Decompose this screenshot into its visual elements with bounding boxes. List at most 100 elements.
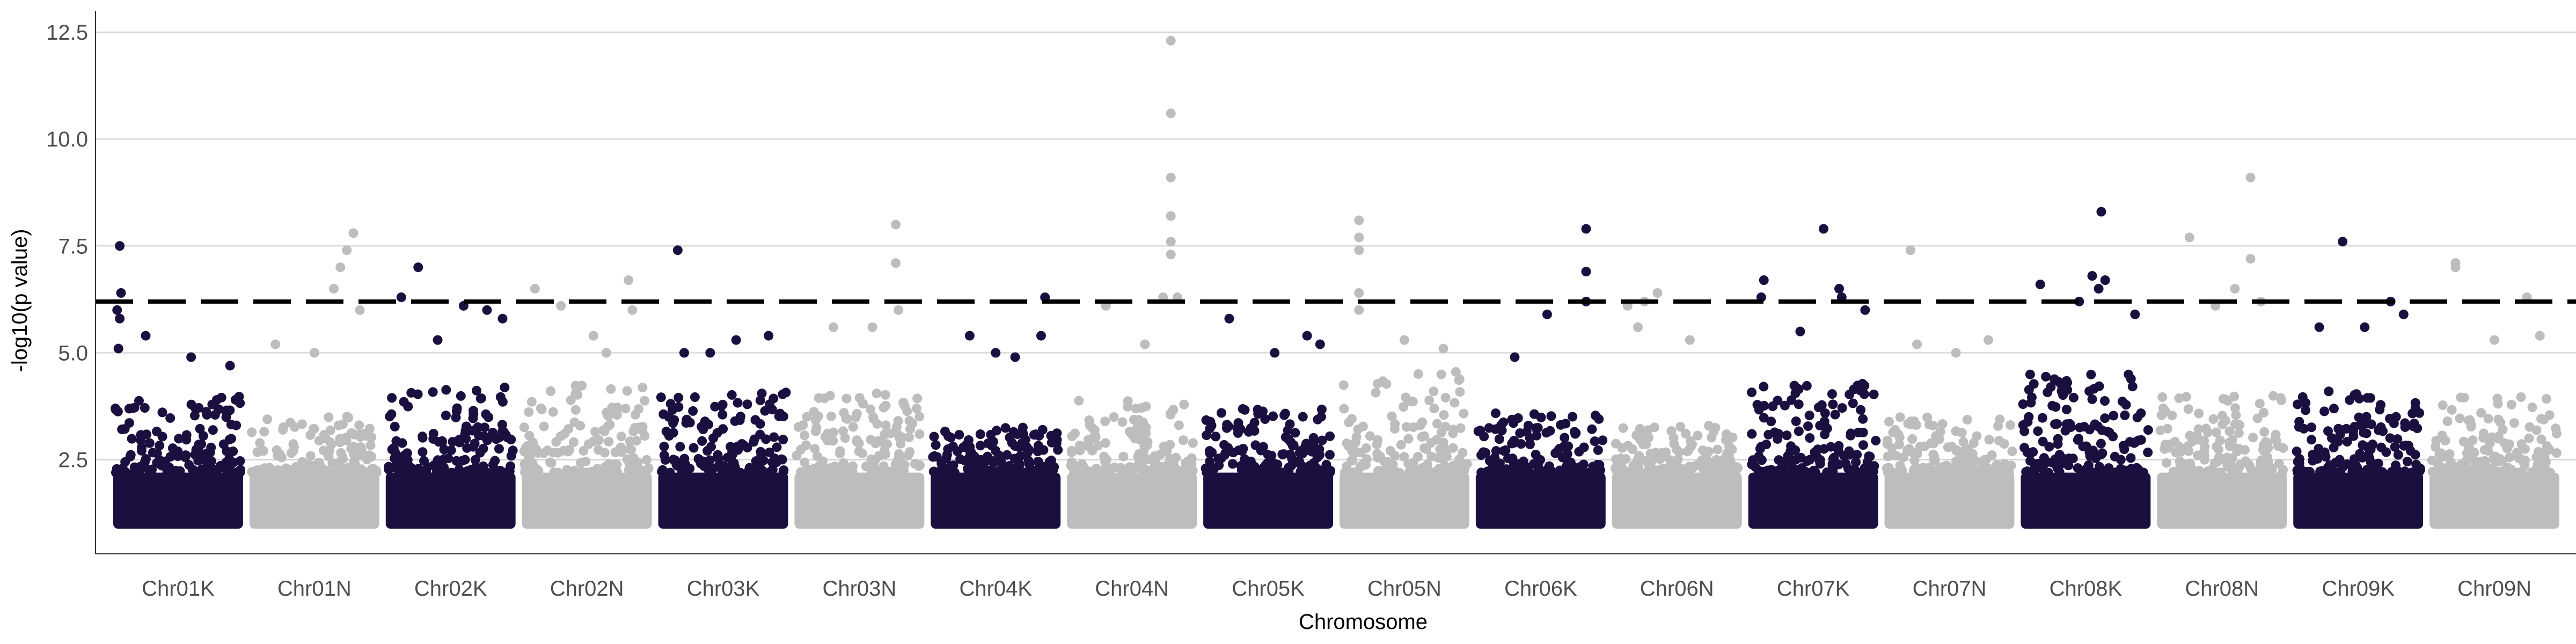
data-point [603,467,613,478]
data-point [260,463,270,473]
data-point [2319,406,2330,416]
data-point [1205,448,1215,458]
data-point [989,467,999,478]
data-point [1685,467,1695,478]
data-point [1592,459,1602,470]
data-point [401,456,412,466]
outlier-point [1438,343,1448,354]
data-point [2229,391,2240,401]
data-point [1490,452,1500,463]
data-point [1137,462,1147,472]
data-point [1263,450,1273,460]
data-point [1789,464,1799,474]
data-point [976,455,986,465]
data-point [2299,467,2309,477]
data-point [1707,433,1717,443]
data-point [755,419,765,429]
data-point [471,462,481,472]
data-point [1852,450,1862,460]
data-point [2183,404,2193,414]
data-point [475,393,486,404]
data-point [2329,404,2339,414]
data-point [2393,450,2403,460]
data-point [2259,446,2269,456]
outlier-point [2490,335,2500,345]
data-point [1432,419,1442,429]
outlier-point [556,301,566,311]
chromosome-Chr02K [384,262,518,529]
data-point [605,420,615,430]
data-point [1099,451,1109,462]
data-point [2476,456,2486,466]
data-point [1001,465,1011,475]
data-point [2127,382,2138,392]
outlier-point [679,348,689,358]
data-point [1716,456,1726,466]
data-point [1024,445,1034,455]
data-point [439,444,449,455]
data-point [1819,444,1829,454]
dense-point-band [1067,472,1197,529]
data-point [729,467,740,478]
data-point [1040,465,1050,475]
data-point [1747,429,1757,439]
data-point [393,467,404,477]
data-point [593,445,603,455]
x-tick-label: Chr08N [2185,577,2259,601]
data-point [548,448,558,458]
data-point [2377,467,2388,477]
data-point [697,436,707,446]
data-point [1975,465,1985,475]
data-point [222,446,232,456]
data-point [1802,380,1812,391]
data-point [1240,467,1250,478]
outlier-point [329,283,339,294]
data-point [904,433,914,443]
data-point [2400,422,2410,432]
data-point [2538,414,2549,425]
data-point [1139,441,1150,451]
data-point [1555,467,1565,478]
data-point [910,459,920,469]
data-point [2366,444,2376,455]
data-point [2079,422,2089,432]
data-point [1938,462,1948,472]
data-point [778,435,788,445]
data-point [2162,458,2172,468]
data-point [2414,408,2425,418]
outlier-point [1224,313,1234,324]
y-gridlines [96,31,2576,460]
data-point [1766,416,1776,427]
data-point [954,430,964,440]
data-point [276,452,287,463]
data-point [1450,398,1460,408]
data-point [348,442,358,452]
data-point [1533,456,1543,466]
data-point [2391,460,2401,471]
data-point [208,425,218,435]
data-point [484,412,494,422]
data-point [2334,455,2345,465]
data-point [594,435,604,445]
data-point [908,419,918,429]
data-point [625,444,635,454]
outlier-point [2398,309,2409,319]
outlier-point [530,283,540,294]
data-point [612,402,623,413]
outlier-point [1951,348,1961,358]
data-point [2375,405,2385,415]
data-point [570,405,581,415]
data-point [689,443,699,453]
outlier-point [115,241,125,251]
data-point [2392,434,2403,444]
data-point [839,408,849,418]
data-point [1365,431,1375,441]
outlier-point [1399,335,1409,345]
data-point [2259,407,2269,418]
data-point [1515,428,1525,438]
chromosome-Chr09K [2292,237,2425,529]
data-point [2492,467,2502,477]
data-point [548,407,558,417]
data-point [324,412,334,422]
data-point [742,399,752,409]
